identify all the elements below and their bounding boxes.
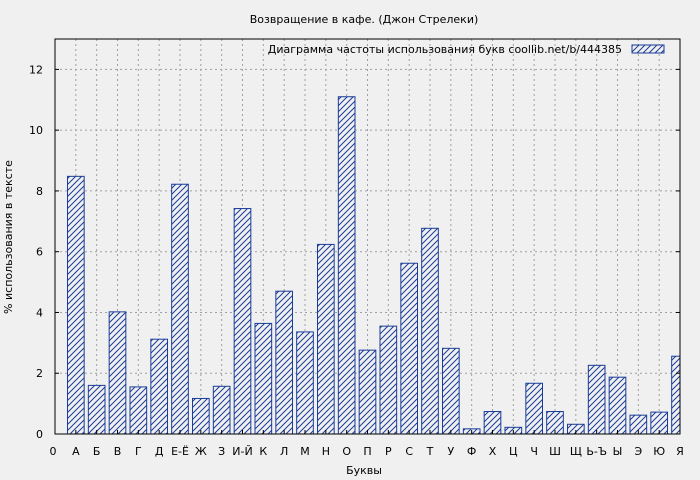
x-tick-label: Н xyxy=(322,445,330,458)
x-tick-label: Ч xyxy=(530,445,538,458)
x-tick-label: С xyxy=(405,445,413,458)
y-tick-label: 0 xyxy=(36,428,43,441)
x-tick-label: Щ xyxy=(570,445,582,458)
legend: Диаграмма частоты использования букв coo… xyxy=(268,43,665,56)
bar-Л xyxy=(275,290,294,435)
x-axis-label: Буквы xyxy=(346,464,382,477)
x-tick-label: Ж xyxy=(195,445,207,458)
bar-А xyxy=(67,175,85,435)
bar-Г xyxy=(129,386,148,435)
y-tick-label: 8 xyxy=(36,185,43,198)
bar-Ы xyxy=(608,376,627,435)
bar-Е-Ё xyxy=(171,183,189,435)
bar-П xyxy=(358,349,377,435)
bar-С xyxy=(400,262,419,435)
bar-В xyxy=(108,311,127,435)
x-tick-label: Т xyxy=(426,445,434,458)
grid-layer xyxy=(55,39,680,434)
bars-layer xyxy=(67,96,681,435)
y-tick-label: 6 xyxy=(36,246,43,259)
x-tick-label: Ы xyxy=(613,445,623,458)
bar-М xyxy=(296,331,314,435)
x-tick-label: Е-Ё xyxy=(171,445,189,458)
legend-label: Диаграмма частоты использования букв coo… xyxy=(268,43,622,56)
x-tick-label: Э xyxy=(634,445,642,458)
bar-Б xyxy=(87,384,106,435)
bar-О xyxy=(337,96,356,435)
x-tick-label: В xyxy=(114,445,122,458)
bar-Я xyxy=(671,355,681,435)
y-tick-label: 2 xyxy=(36,367,43,380)
bar-И-Й xyxy=(233,208,252,435)
x-tick-label: П xyxy=(363,445,371,458)
bar-Ч xyxy=(525,382,543,435)
y-tick-label: 12 xyxy=(29,63,43,76)
x-tick-label: Ю xyxy=(653,445,665,458)
bar-Т xyxy=(421,227,439,435)
bar-У xyxy=(442,347,460,435)
bar-Д xyxy=(150,338,168,435)
x-tick-label: Ц xyxy=(509,445,518,458)
x-tick-label: М xyxy=(300,445,310,458)
bar-К xyxy=(254,322,273,435)
x-tick-label: Ь-Ъ xyxy=(586,445,607,458)
x-tick-label: Ш xyxy=(549,445,561,458)
x-tick-label: З xyxy=(218,445,225,458)
x-tick-label: Я xyxy=(676,445,684,458)
x-tick-label: И-Й xyxy=(232,445,252,458)
axis-layer: 0 2 4 6 8 10 12 0 А Б В Г Д Е-Ё Ж З И-Й К Л М Н О П Р С Т У Ф Х Ц Ч Ш Щ Ь… xyxy=(29,38,684,458)
x-tick-label: Л xyxy=(280,445,288,458)
x-tick-label: О xyxy=(342,445,351,458)
x-tick-label: У xyxy=(447,445,454,458)
y-tick-label: 10 xyxy=(29,124,43,137)
x-tick-label: 0 xyxy=(50,445,57,458)
y-axis-label: % использования в тексте xyxy=(2,160,15,314)
x-tick-label: Ф xyxy=(467,445,476,458)
bar-З xyxy=(212,385,231,435)
x-tick-label: Х xyxy=(489,445,497,458)
chart-title: Возвращение в кафе. (Джон Стрелеки) xyxy=(250,13,479,26)
bar-Ь-Ъ xyxy=(587,364,606,435)
x-tick-label: А xyxy=(72,445,80,458)
x-tick-label: К xyxy=(259,445,267,458)
x-tick-label: Р xyxy=(385,445,392,458)
x-tick-label: Б xyxy=(93,445,101,458)
legend-swatch xyxy=(631,44,665,54)
x-tick-label: Д xyxy=(155,445,164,458)
y-tick-label: 4 xyxy=(36,306,43,319)
x-tick-label: Г xyxy=(135,445,142,458)
bar-Ж xyxy=(192,397,210,435)
bar-Р xyxy=(379,325,398,435)
bar-Н xyxy=(317,243,335,435)
